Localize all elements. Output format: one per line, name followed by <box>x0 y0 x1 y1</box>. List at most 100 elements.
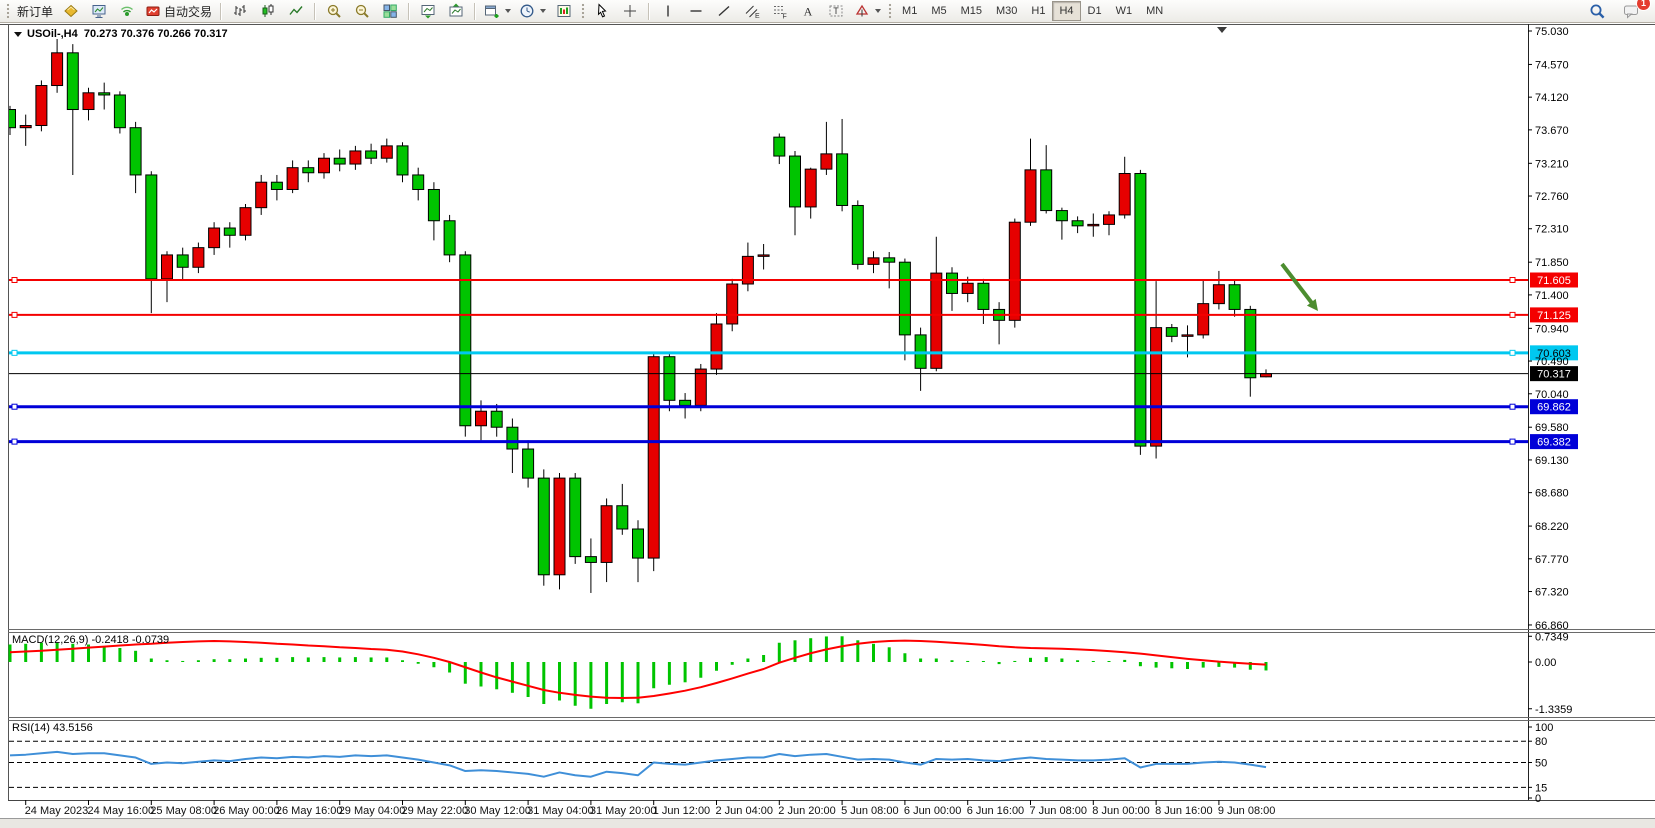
hline-endpoint[interactable] <box>1509 403 1516 410</box>
search-button[interactable] <box>1583 0 1611 22</box>
terminal-button[interactable] <box>85 0 113 22</box>
timeframe-button-M1[interactable]: M1 <box>902 5 918 17</box>
candle-body <box>51 52 64 87</box>
hline-endpoint[interactable] <box>1509 349 1516 356</box>
timeframe-button-W1[interactable]: W1 <box>1115 5 1133 17</box>
text-label-button[interactable]: T <box>822 0 850 22</box>
bar-chart-button[interactable] <box>226 0 254 22</box>
time-tick-label: 26 May 16:00 <box>276 805 343 817</box>
tile-windows-button[interactable] <box>376 0 404 22</box>
candle-body <box>1197 303 1210 336</box>
zoom-in-button[interactable] <box>320 0 348 22</box>
candle-body <box>223 227 236 236</box>
macd-axis-label: 0.7349 <box>1535 631 1569 643</box>
candle-body <box>1134 172 1147 447</box>
candle-body <box>616 505 629 530</box>
candle <box>836 118 849 212</box>
candle-body <box>490 410 503 428</box>
hline-endpoint[interactable] <box>11 311 18 318</box>
candle <box>302 160 315 183</box>
arrow-shaft[interactable] <box>1280 262 1315 306</box>
period-dropdown[interactable] <box>515 0 550 22</box>
hline-endpoint[interactable] <box>1509 311 1516 318</box>
new-order-button[interactable]: 新订单 <box>13 0 57 22</box>
indicator-remove-button[interactable] <box>442 0 470 22</box>
timeframe-button-H4[interactable]: H4 <box>1052 1 1081 21</box>
price-line-badge-text: 70.603 <box>1537 348 1571 360</box>
candlestick-chart-button[interactable] <box>254 0 282 22</box>
toolbar-grip[interactable] <box>581 3 586 19</box>
price-tick-label: 69.130 <box>1535 455 1569 467</box>
candle-body <box>1071 220 1084 227</box>
hline-70.317[interactable]: 70.317 <box>9 366 1578 382</box>
cursor-button[interactable] <box>588 0 616 22</box>
crosshair-button[interactable] <box>616 0 644 22</box>
candle-body <box>663 356 676 401</box>
time-tick-label: 24 May 16:00 <box>88 805 155 817</box>
toolbar-grip[interactable] <box>6 3 10 19</box>
chevron-down-icon <box>540 9 547 13</box>
price-tick-label: 68.680 <box>1535 488 1569 500</box>
zoom-out-button[interactable] <box>348 0 376 22</box>
horizontal-line-button[interactable] <box>682 0 710 22</box>
hline-endpoint[interactable] <box>11 438 18 445</box>
hline-69.862[interactable]: 69.862 <box>9 399 1578 415</box>
candle <box>804 167 817 219</box>
hline-70.603[interactable]: 70.603 <box>9 345 1578 361</box>
timeframe-button-MN[interactable]: MN <box>1146 5 1164 17</box>
rsi-axis-label: 50 <box>1535 758 1547 770</box>
fibonacci-button[interactable]: F <box>766 0 794 22</box>
hline-endpoint[interactable] <box>11 276 18 283</box>
candle-body <box>1228 284 1241 310</box>
timeframe-button-M30[interactable]: M30 <box>996 5 1018 17</box>
candle <box>51 38 64 93</box>
rsi-line <box>9 750 1267 778</box>
candle-body <box>961 282 974 294</box>
equidistant-channel-button[interactable]: E <box>738 0 766 22</box>
candle <box>789 150 801 236</box>
signals-button[interactable] <box>113 0 141 22</box>
arrows-dropdown[interactable] <box>850 0 885 22</box>
timeframe-button-D1[interactable]: D1 <box>1087 5 1102 17</box>
indicator-window-button[interactable] <box>414 0 442 22</box>
candle <box>9 105 16 135</box>
clock-icon <box>520 4 534 18</box>
new-chart-dropdown[interactable] <box>480 0 515 22</box>
cursor-icon <box>597 3 607 18</box>
search-icon <box>1590 4 1604 18</box>
toolbar-grip[interactable] <box>888 3 893 19</box>
trend-arrow-annotation[interactable] <box>1280 262 1318 311</box>
hline-71.605[interactable]: 71.605 <box>9 272 1578 288</box>
symbol-dropdown-icon[interactable] <box>14 32 22 37</box>
equidistant-channel-icon: E <box>745 5 760 19</box>
candle <box>1165 323 1178 343</box>
trendline-button[interactable] <box>710 0 738 22</box>
candle <box>427 182 440 241</box>
hline-endpoint[interactable] <box>1509 438 1516 445</box>
hline-endpoint[interactable] <box>11 349 18 356</box>
candle-body <box>522 448 535 479</box>
metaeditor-button[interactable] <box>57 0 85 22</box>
hline-endpoint[interactable] <box>1509 276 1516 283</box>
hline-endpoint[interactable] <box>11 403 18 410</box>
hline-69.382[interactable]: 69.382 <box>9 434 1578 450</box>
vertical-line-button[interactable] <box>654 0 682 22</box>
timeframe-button-H1[interactable]: H1 <box>1031 5 1046 17</box>
time-tick-label: 24 May 2023 <box>25 805 89 817</box>
timeframe-button-M5[interactable]: M5 <box>931 5 947 17</box>
timeframe-button-M15[interactable]: M15 <box>960 5 982 17</box>
candle <box>993 302 1006 345</box>
zoom-in-icon <box>327 4 341 18</box>
chat-button[interactable]: 1 <box>1617 0 1651 22</box>
time-tick-label: 25 May 08:00 <box>150 805 217 817</box>
rsi-name: RSI(14) <box>12 722 50 734</box>
chart-properties-icon <box>557 5 571 17</box>
hline-71.125[interactable]: 71.125 <box>9 307 1578 323</box>
text-button[interactable]: A <box>794 0 822 22</box>
auto-trading-button[interactable]: 自动交易 <box>141 0 216 22</box>
line-chart-button[interactable] <box>282 0 310 22</box>
chart-shift-marker[interactable] <box>1217 27 1227 33</box>
candle <box>1118 156 1131 219</box>
chart-properties-button[interactable] <box>550 0 578 22</box>
